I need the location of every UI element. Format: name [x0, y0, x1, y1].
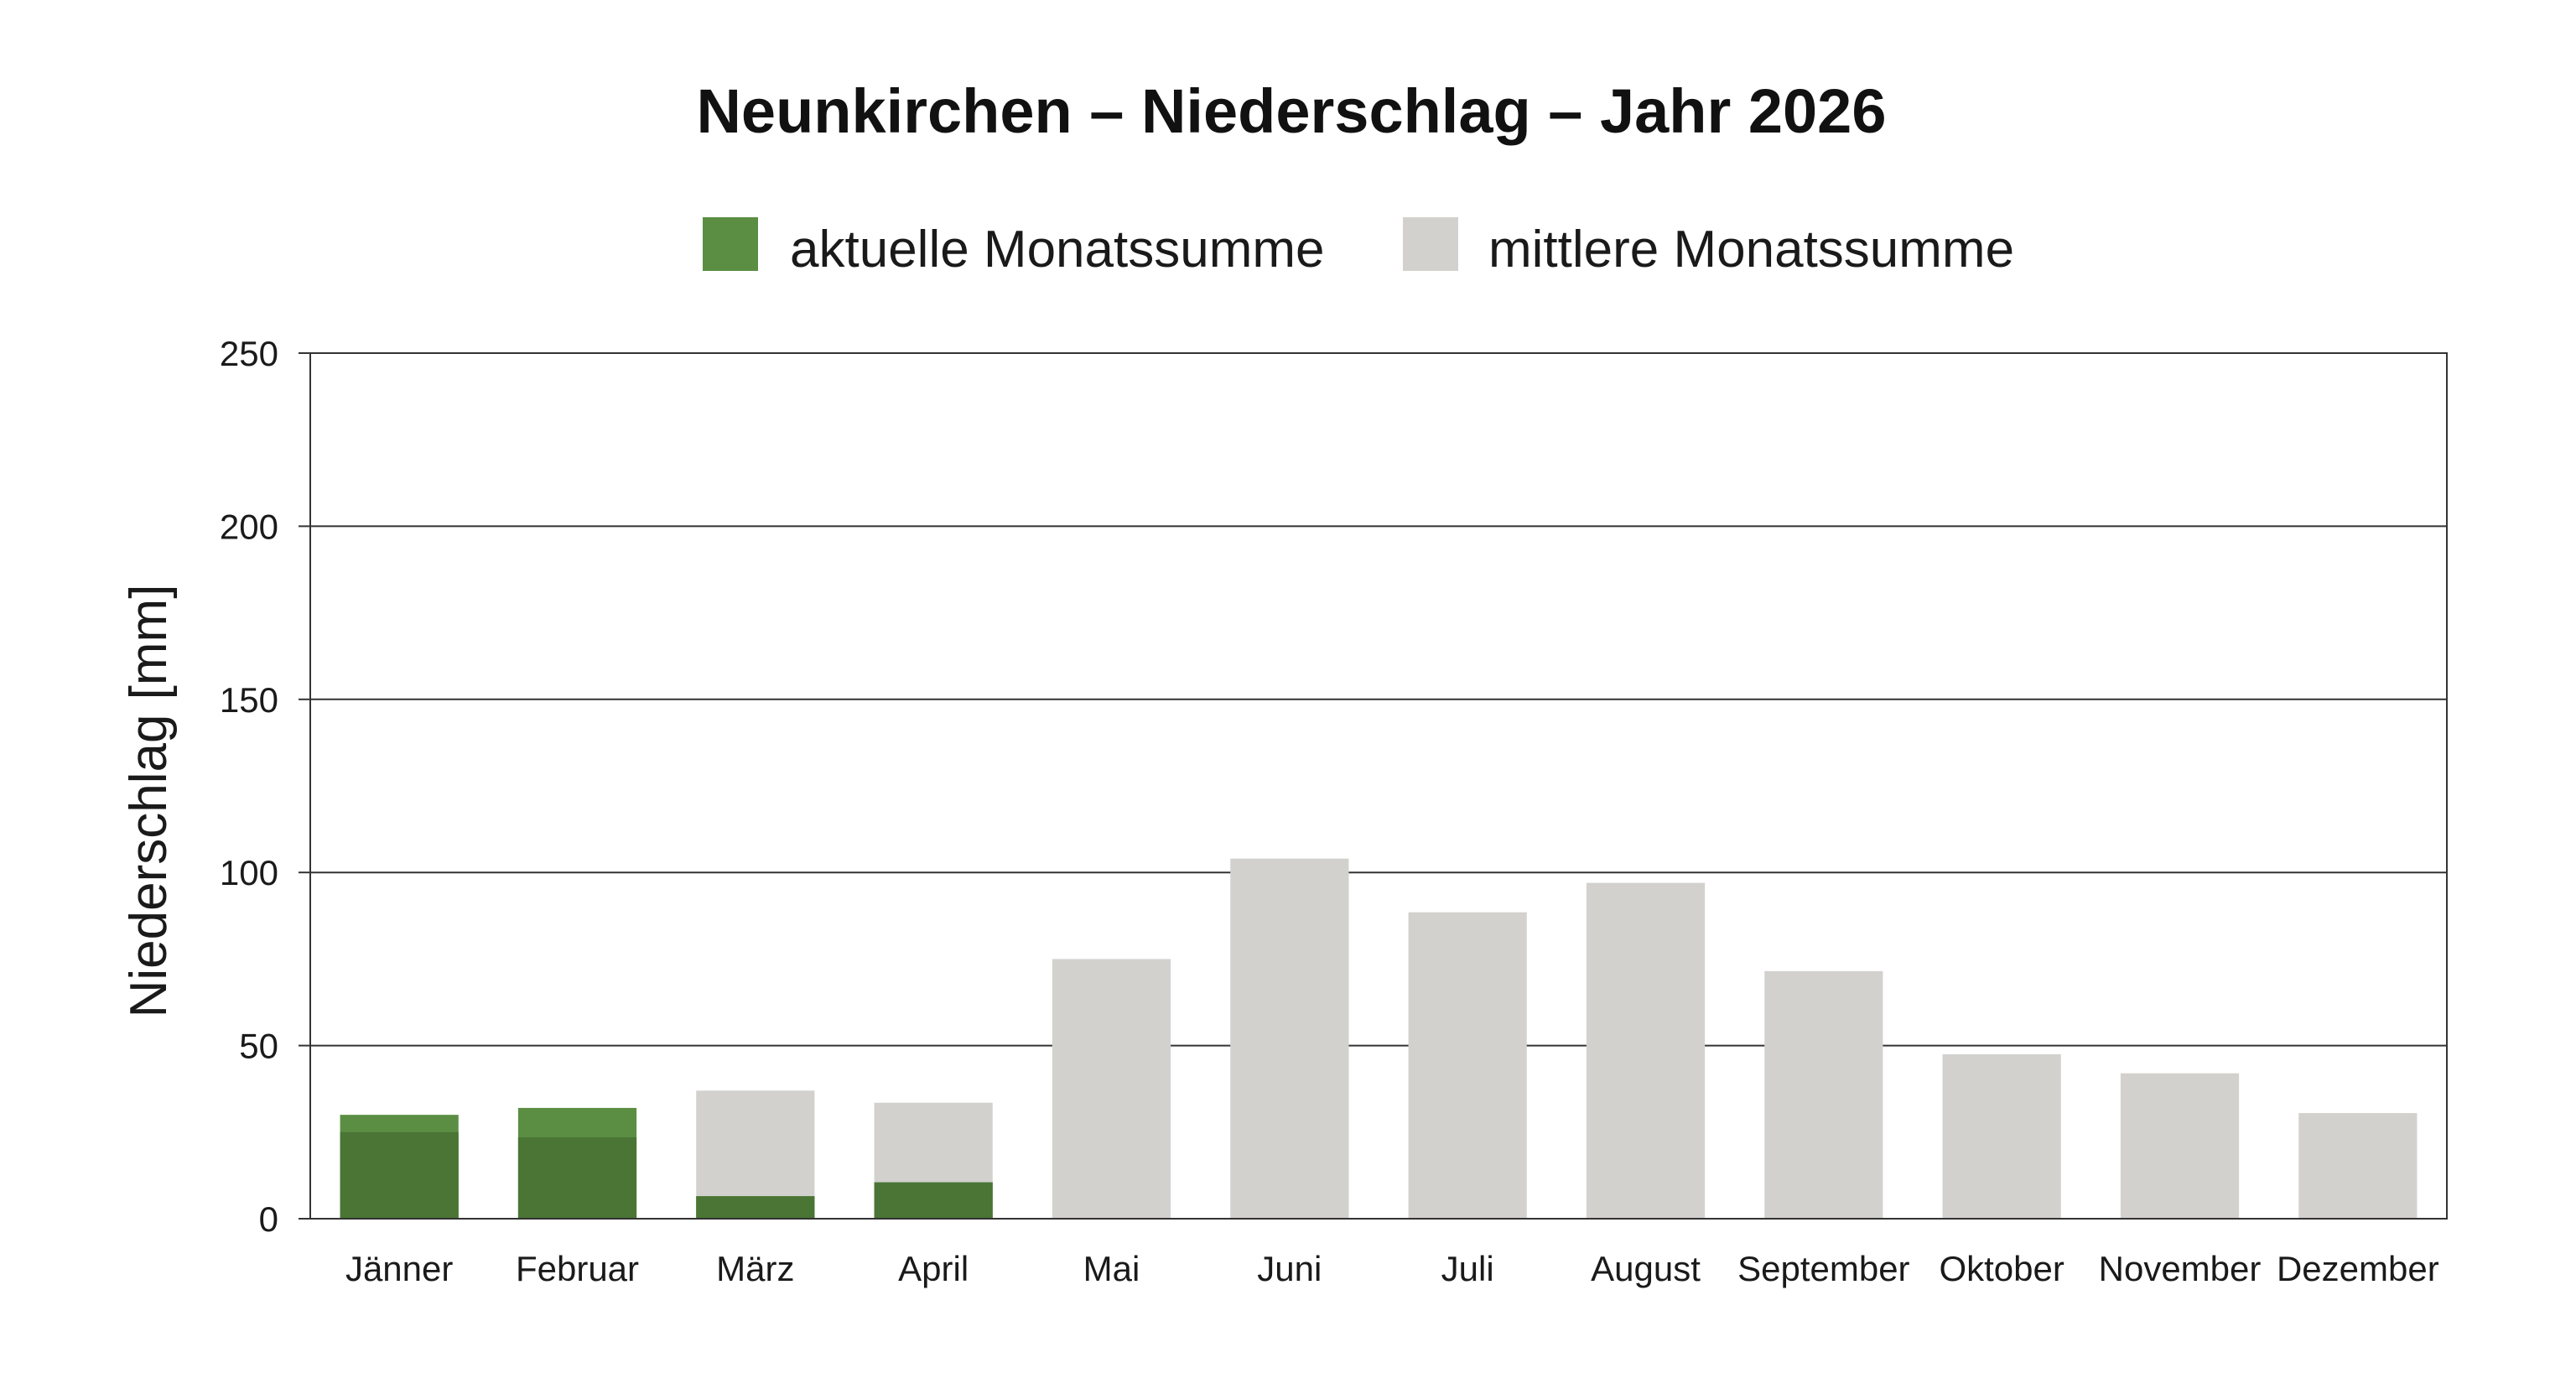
- y-axis-label: Niederschlag [mm]: [120, 585, 178, 1018]
- x-tick-label: Mai: [1083, 1249, 1140, 1288]
- x-tick-label: Februar: [516, 1249, 639, 1288]
- bar-overlap-april: [874, 1182, 993, 1219]
- x-tick-label: März: [716, 1249, 794, 1288]
- legend-label-current: aktuelle Monatssumme: [790, 221, 1325, 278]
- plot-frame: [309, 352, 2448, 1220]
- bar-overlap-märz: [696, 1196, 815, 1219]
- y-tick-labels: 0 50 100 150 200 250: [220, 334, 278, 1239]
- x-tick-label: August: [1591, 1249, 1701, 1288]
- legend-swatch-current: [703, 217, 758, 271]
- bar-mean-mai: [1052, 959, 1171, 1219]
- y-tick-label: 250: [220, 334, 278, 373]
- bar-mean-november: [2120, 1073, 2240, 1219]
- legend: aktuelle Monatssumme mittlere Monatssumm…: [703, 217, 2014, 278]
- x-tick-label: Jänner: [345, 1249, 453, 1288]
- x-tick-labels: Jänner Februar März April Mai Juni Juli August S…: [345, 1249, 2439, 1288]
- chart-title: Neunkirchen – Niederschlag – Jahr 2026: [696, 76, 1886, 146]
- y-tick-label: 0: [259, 1199, 278, 1239]
- bar-mean-oktober: [1942, 1053, 2061, 1219]
- bar-mean-september: [1764, 970, 1883, 1219]
- bar-mean-dezember: [2298, 1113, 2418, 1219]
- x-tick-label: April: [898, 1249, 969, 1288]
- y-tick-label: 100: [220, 853, 278, 892]
- legend-swatch-mean: [1403, 217, 1458, 271]
- x-tick-label: Juli: [1441, 1249, 1494, 1288]
- x-tick-label: Dezember: [2277, 1249, 2439, 1288]
- y-tick-label: 150: [220, 680, 278, 720]
- x-tick-label: Oktober: [1939, 1249, 2064, 1288]
- bar-mean-juni: [1230, 858, 1349, 1219]
- bar-mean-juli: [1408, 912, 1527, 1219]
- bar-overlap-jänner: [340, 1131, 459, 1219]
- bar-overlap-februar: [517, 1137, 637, 1219]
- y-tick-label: 50: [239, 1027, 278, 1066]
- y-tick-label: 200: [220, 507, 278, 546]
- x-tick-label: Juni: [1257, 1249, 1322, 1288]
- bars: [340, 858, 2418, 1219]
- bar-mean-august: [1586, 882, 1706, 1219]
- gridlines: [299, 352, 2447, 1220]
- legend-label-mean: mittlere Monatssumme: [1488, 221, 2014, 278]
- x-tick-label: November: [2099, 1249, 2262, 1288]
- x-tick-label: September: [1737, 1249, 1909, 1288]
